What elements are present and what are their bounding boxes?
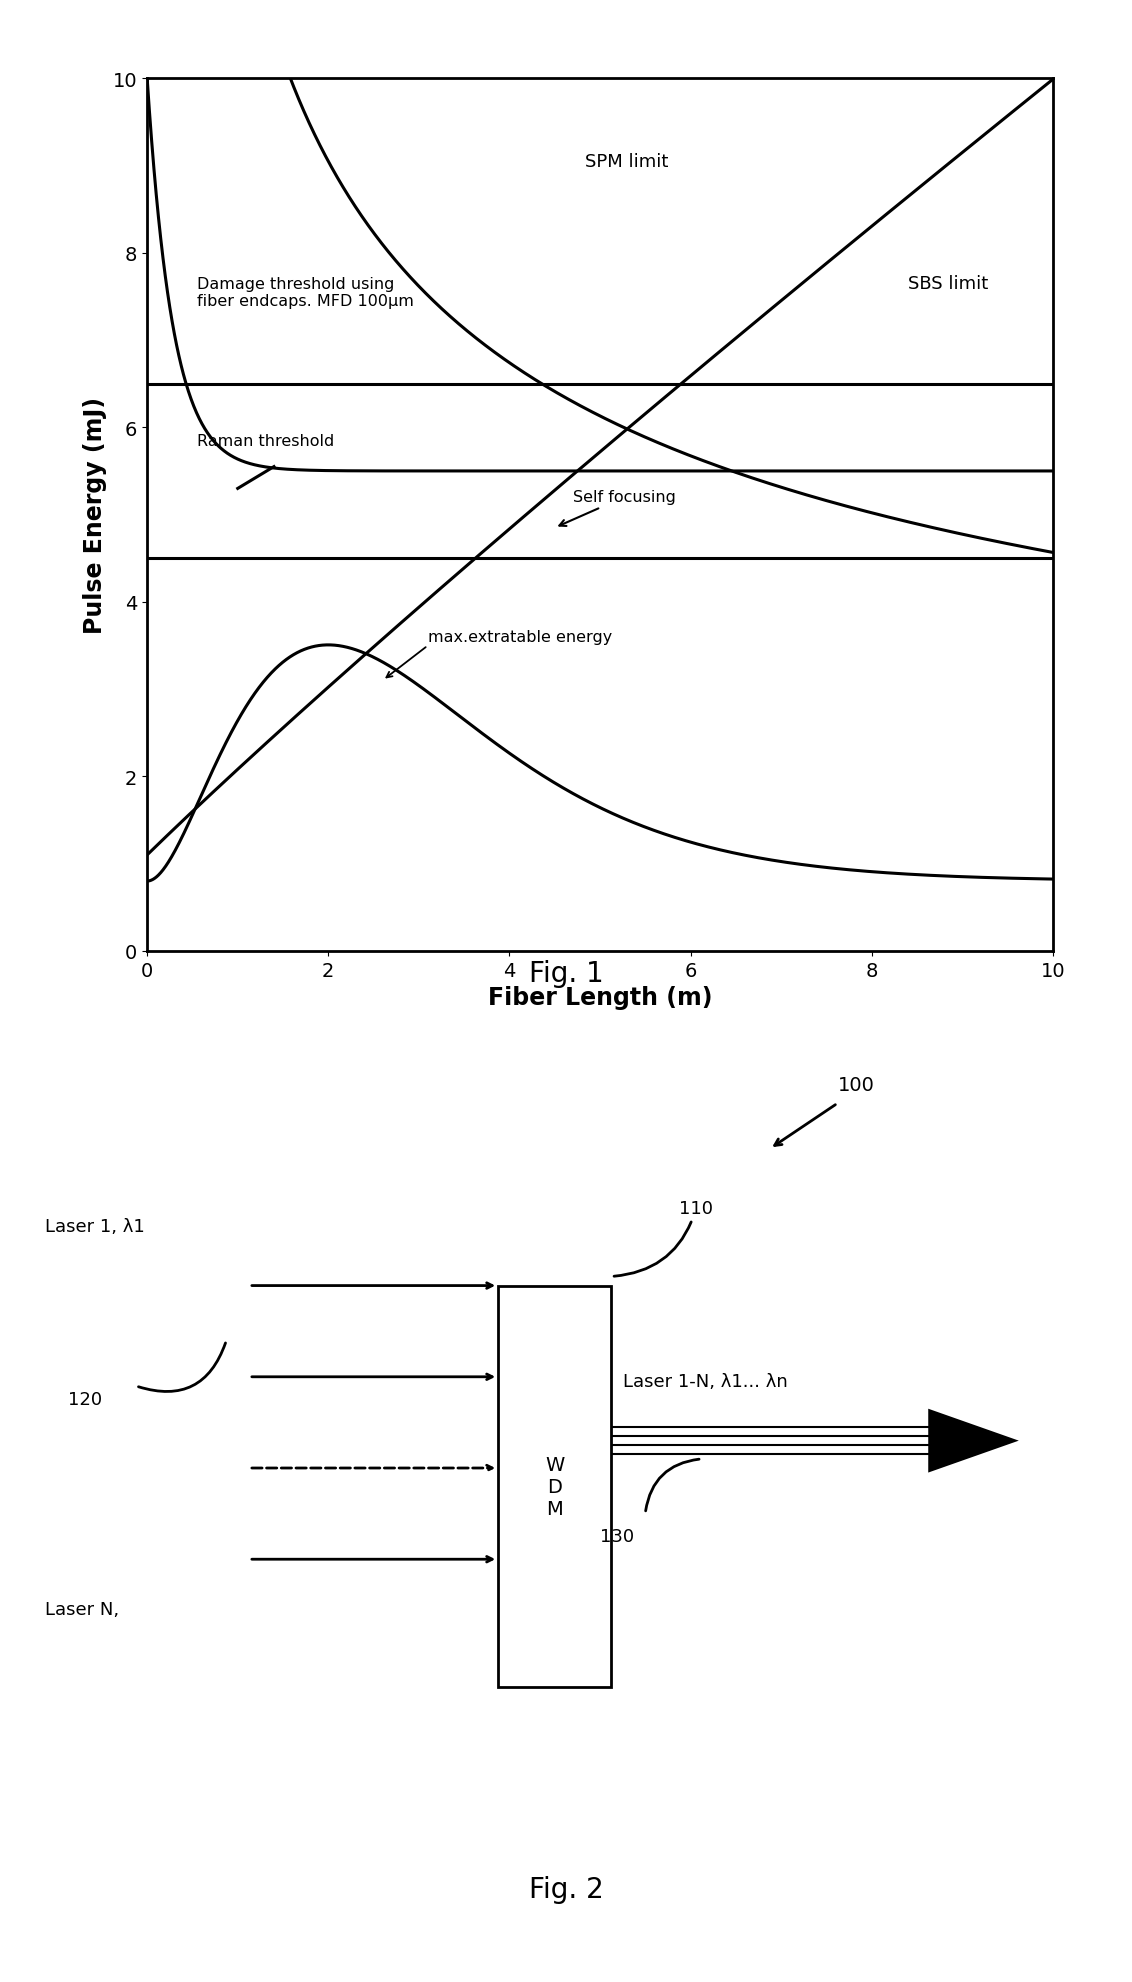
- X-axis label: Fiber Length (m): Fiber Length (m): [488, 985, 712, 1009]
- Polygon shape: [928, 1409, 1019, 1473]
- Text: Raman threshold: Raman threshold: [197, 434, 334, 448]
- Text: Fig. 1: Fig. 1: [529, 959, 603, 987]
- Y-axis label: Pulse Energy (mJ): Pulse Energy (mJ): [84, 396, 108, 634]
- Text: max.extratable energy: max.extratable energy: [428, 630, 612, 644]
- Text: Fig. 2: Fig. 2: [529, 1875, 603, 1903]
- Text: 120: 120: [68, 1391, 102, 1409]
- Text: Laser N,: Laser N,: [45, 1599, 119, 1617]
- Text: 130: 130: [600, 1528, 634, 1546]
- Text: 100: 100: [838, 1076, 875, 1094]
- Text: 110: 110: [614, 1199, 713, 1276]
- Text: SPM limit: SPM limit: [585, 153, 669, 170]
- Text: Self focusing: Self focusing: [559, 490, 676, 527]
- Text: W
D
M: W D M: [544, 1455, 565, 1518]
- Text: Laser 1, λ1: Laser 1, λ1: [45, 1217, 145, 1235]
- Text: Laser 1-N, λ1... λn: Laser 1-N, λ1... λn: [623, 1372, 788, 1389]
- Bar: [498, 1286, 611, 1687]
- Text: SBS limit: SBS limit: [908, 275, 988, 293]
- Text: Damage threshold using
fiber endcaps. MFD 100μm: Damage threshold using fiber endcaps. MF…: [197, 277, 414, 309]
